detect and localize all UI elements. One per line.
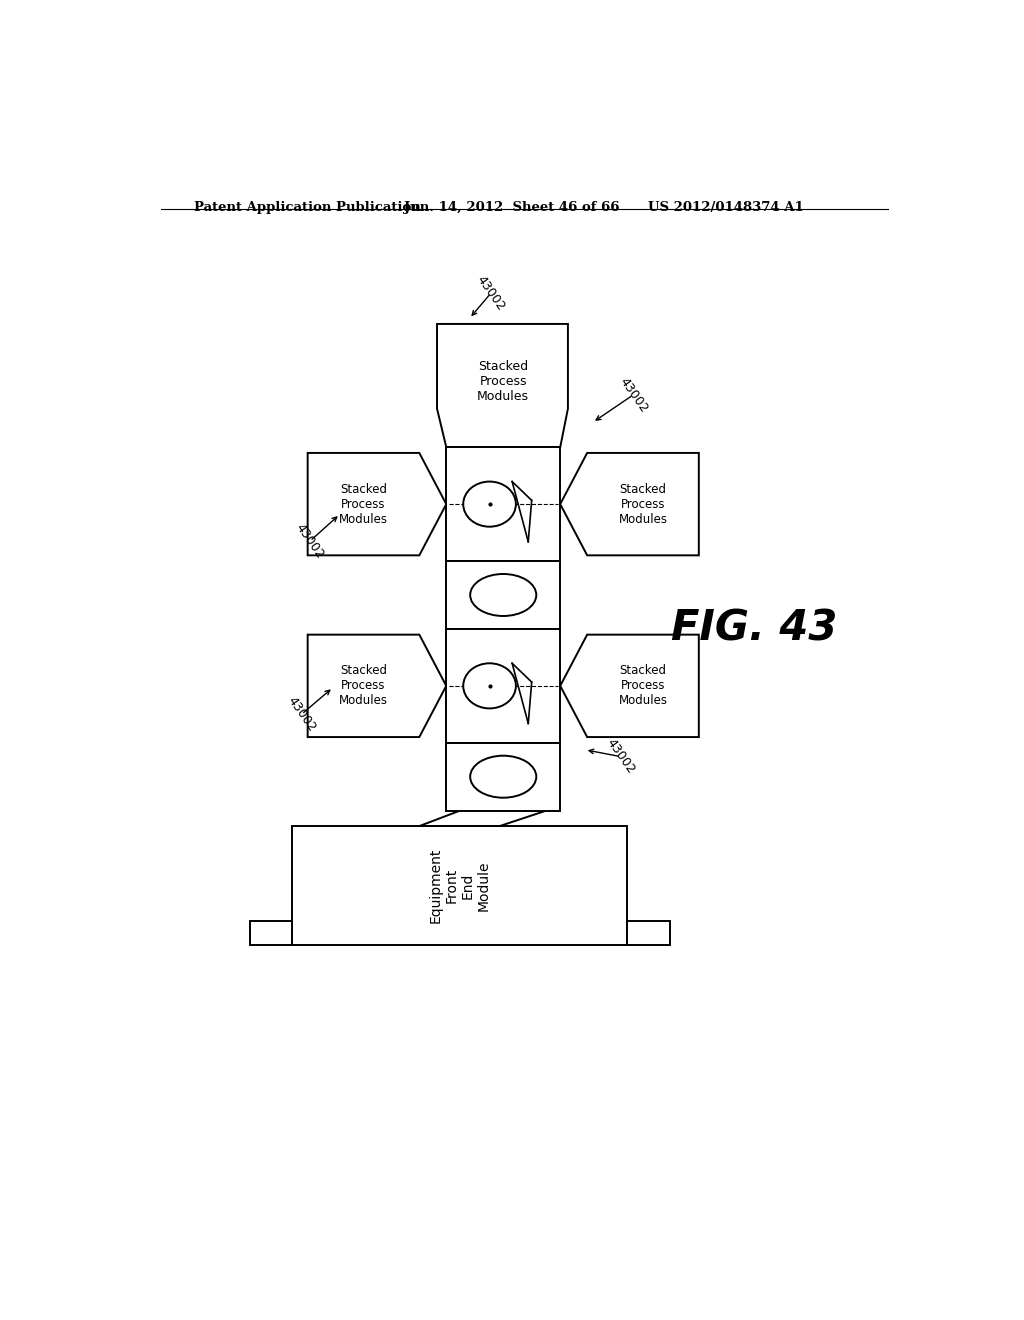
Text: Jun. 14, 2012  Sheet 46 of 66: Jun. 14, 2012 Sheet 46 of 66 xyxy=(403,201,620,214)
Text: Stacked
Process
Modules: Stacked Process Modules xyxy=(339,664,388,708)
Bar xyxy=(446,628,560,743)
Bar xyxy=(628,921,670,945)
Text: 43002: 43002 xyxy=(293,521,327,561)
Text: Stacked
Process
Modules: Stacked Process Modules xyxy=(618,483,668,525)
Bar xyxy=(250,921,292,945)
Ellipse shape xyxy=(470,574,537,616)
Polygon shape xyxy=(560,453,698,556)
Text: 43002: 43002 xyxy=(285,694,318,734)
Polygon shape xyxy=(560,635,698,737)
Bar xyxy=(292,826,628,945)
Text: Stacked
Process
Modules: Stacked Process Modules xyxy=(618,664,668,708)
Text: 43002: 43002 xyxy=(604,737,638,776)
Text: Patent Application Publication: Patent Application Publication xyxy=(194,201,421,214)
Ellipse shape xyxy=(463,482,516,527)
Bar xyxy=(446,743,560,810)
Text: Stacked
Process
Modules: Stacked Process Modules xyxy=(339,483,388,525)
Bar xyxy=(446,561,560,628)
Polygon shape xyxy=(420,810,547,826)
Text: Stacked
Process
Modules: Stacked Process Modules xyxy=(477,360,529,403)
Ellipse shape xyxy=(463,663,516,709)
Text: Equipment
Front
End
Module: Equipment Front End Module xyxy=(428,847,492,924)
Ellipse shape xyxy=(470,756,537,797)
Text: FIG. 43: FIG. 43 xyxy=(671,607,838,649)
Text: US 2012/0148374 A1: US 2012/0148374 A1 xyxy=(648,201,804,214)
Text: 43002: 43002 xyxy=(474,273,508,313)
Polygon shape xyxy=(437,323,568,447)
Text: 43002: 43002 xyxy=(616,375,650,414)
Polygon shape xyxy=(307,635,446,737)
Polygon shape xyxy=(307,453,446,556)
Bar xyxy=(446,447,560,561)
